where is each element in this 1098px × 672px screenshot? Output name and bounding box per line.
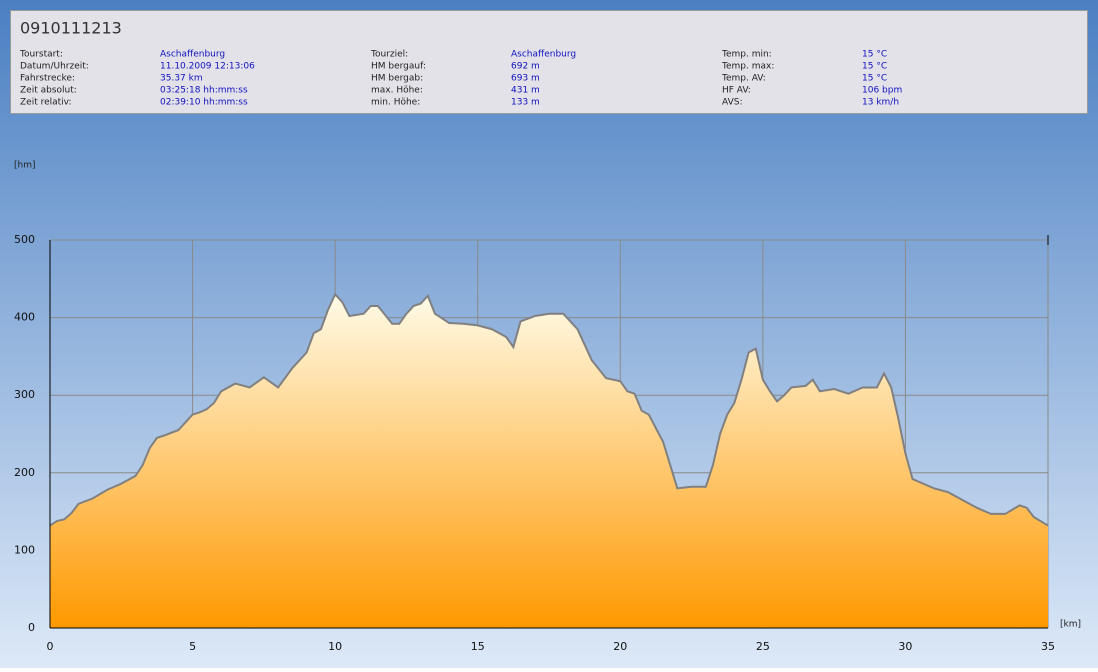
info-label: Temp. AV: bbox=[721, 74, 766, 84]
elevation-line bbox=[49, 292, 1049, 527]
x-tick-label: 10 bbox=[328, 640, 342, 653]
info-value: 35.37 km bbox=[160, 74, 203, 84]
info-label: Zeit relativ: bbox=[20, 98, 72, 108]
info-value: 133 m bbox=[511, 98, 540, 108]
x-axis-label: [km] bbox=[1060, 620, 1081, 630]
info-label: HM bergauf: bbox=[371, 62, 426, 72]
info-value: 03:25:18 hh:mm:ss bbox=[160, 86, 248, 96]
y-tick-label: 400 bbox=[14, 311, 35, 324]
info-value: 11.10.2009 12:13:06 bbox=[160, 62, 255, 72]
info-value: 15 °C bbox=[862, 74, 887, 84]
info-label: HF AV: bbox=[722, 86, 751, 96]
info-value: 693 m bbox=[511, 74, 540, 84]
x-tick-label: 5 bbox=[189, 640, 196, 653]
area-fill bbox=[50, 294, 1048, 628]
info-value: 106 bpm bbox=[862, 86, 902, 96]
info-label: Temp. max: bbox=[721, 62, 774, 72]
info-label: Tourziel: bbox=[370, 50, 408, 60]
info-value: 15 °C bbox=[862, 50, 887, 60]
info-label: min. Höhe: bbox=[371, 98, 420, 108]
info-value: 13 km/h bbox=[862, 98, 899, 108]
y-tick-label: 0 bbox=[28, 621, 35, 634]
y-tick-label: 500 bbox=[14, 233, 35, 246]
info-label: HM bergab: bbox=[371, 74, 423, 84]
info-label: Temp. min: bbox=[721, 50, 772, 60]
info-label: max. Höhe: bbox=[371, 86, 423, 96]
x-tick-label: 25 bbox=[756, 640, 770, 653]
info-label: Datum/Uhrzeit: bbox=[20, 62, 89, 72]
info-value: 15 °C bbox=[862, 62, 887, 72]
x-tick-label: 30 bbox=[898, 640, 912, 653]
x-tick-label: 20 bbox=[613, 640, 627, 653]
info-value: 692 m bbox=[511, 62, 540, 72]
info-label: Zeit absolut: bbox=[20, 86, 77, 96]
info-panel bbox=[10, 10, 1088, 114]
info-value: Aschaffenburg bbox=[511, 50, 576, 60]
x-tick-label: 0 bbox=[47, 640, 54, 653]
y-tick-label: 200 bbox=[14, 466, 35, 479]
x-tick-label: 35 bbox=[1041, 640, 1055, 653]
x-tick-label: 15 bbox=[471, 640, 485, 653]
info-value: 431 m bbox=[511, 86, 540, 96]
tour-title: 0910111213 bbox=[20, 19, 122, 38]
info-value: Aschaffenburg bbox=[160, 50, 225, 60]
y-tick-label: 100 bbox=[14, 543, 35, 556]
info-label: Fahrstrecke: bbox=[20, 74, 75, 84]
info-label: Tourstart: bbox=[19, 50, 63, 60]
y-axis-label: [hm] bbox=[14, 161, 36, 171]
y-tick-label: 300 bbox=[14, 388, 35, 401]
info-label: AVS: bbox=[722, 98, 742, 108]
info-value: 02:39:10 hh:mm:ss bbox=[160, 98, 248, 108]
